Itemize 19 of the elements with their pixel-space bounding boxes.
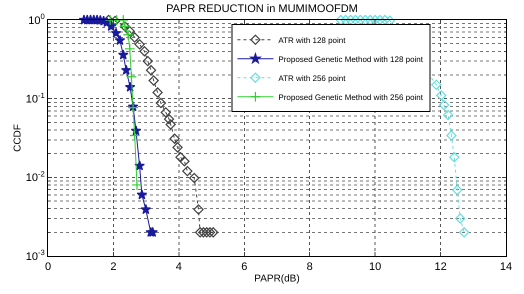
chart-title: PAPR REDUCTION in MUMIMOOFDM bbox=[166, 3, 358, 16]
legend-label: ATR with 256 point bbox=[278, 74, 346, 83]
y-tick-label: 10$^{-1}$ bbox=[26, 90, 45, 106]
x-tick-label: 12 bbox=[434, 261, 447, 274]
y-tick-label: 10$^{0}$ bbox=[28, 12, 45, 27]
legend-label: Proposed Genetic Method with 256 point bbox=[278, 92, 424, 102]
x-tick-label: 0 bbox=[44, 261, 52, 274]
x-tick-label: 14 bbox=[500, 261, 512, 274]
x-tick-label: 10 bbox=[369, 261, 382, 274]
x-tick-label: 8 bbox=[306, 261, 313, 274]
x-tick-label: 2 bbox=[110, 261, 116, 274]
y-axis-title: CCDF bbox=[12, 124, 24, 152]
x-tick-label: 4 bbox=[176, 261, 182, 274]
y-tick-label: 10$^{-2}$ bbox=[26, 170, 45, 184]
y-tick-label: 10$^{-3}$ bbox=[26, 248, 45, 263]
x-tick-label: 6 bbox=[241, 261, 248, 274]
legend-label: ATR with 128 point bbox=[278, 36, 346, 45]
legend-label: Proposed Genetic Method with 128 point bbox=[278, 54, 424, 64]
x-axis-title: PAPR(dB) bbox=[254, 274, 300, 285]
